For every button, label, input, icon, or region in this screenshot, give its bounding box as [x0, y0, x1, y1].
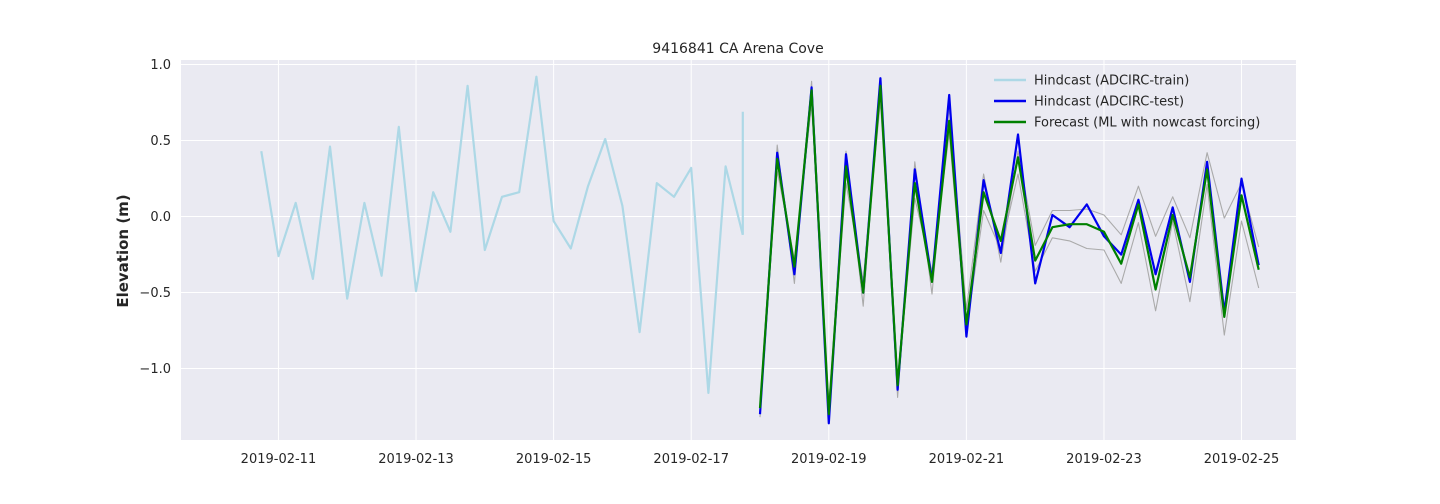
series-line-hindcast-adcirc-train: [260, 75, 744, 394]
y-tick-label: −0.5: [139, 286, 171, 301]
y-tick-labels: −1.0 −0.5 0.0 0.5 1.0: [139, 58, 171, 377]
legend: Hindcast (ADCIRC-train) Hindcast (ADCIRC-…: [994, 74, 1260, 131]
plot-background: [181, 60, 1296, 440]
x-tick-label: 2019-02-23: [1066, 452, 1142, 467]
y-tick-label: 1.0: [150, 58, 171, 73]
y-tick-label: 0.5: [150, 134, 171, 149]
y-axis-label: Elevation (m): [114, 194, 132, 307]
x-tick-label: 2019-02-11: [241, 452, 317, 467]
x-tick-label: 2019-02-15: [516, 452, 592, 467]
x-tick-label: 2019-02-17: [653, 452, 729, 467]
x-tick-label: 2019-02-13: [378, 452, 454, 467]
x-tick-label: 2019-02-25: [1204, 452, 1280, 467]
chart-title: 9416841 CA Arena Cove: [652, 41, 823, 57]
series-layer: [260, 75, 1260, 425]
x-tick-label: 2019-02-19: [791, 452, 867, 467]
x-tick-labels: 2019-02-11 2019-02-13 2019-02-15 2019-02-17…: [241, 452, 1280, 467]
y-tick-label: 0.0: [150, 210, 171, 225]
y-tick-label: −1.0: [139, 362, 171, 377]
legend-label: Hindcast (ADCIRC-train): [1034, 74, 1189, 89]
legend-label: Hindcast (ADCIRC-test): [1034, 95, 1184, 110]
legend-label: Forecast (ML with nowcast forcing): [1034, 116, 1260, 131]
x-tick-label: 2019-02-21: [929, 452, 1005, 467]
series-line-forecast-ml-with-nowcast-forcing: [758, 84, 1260, 416]
